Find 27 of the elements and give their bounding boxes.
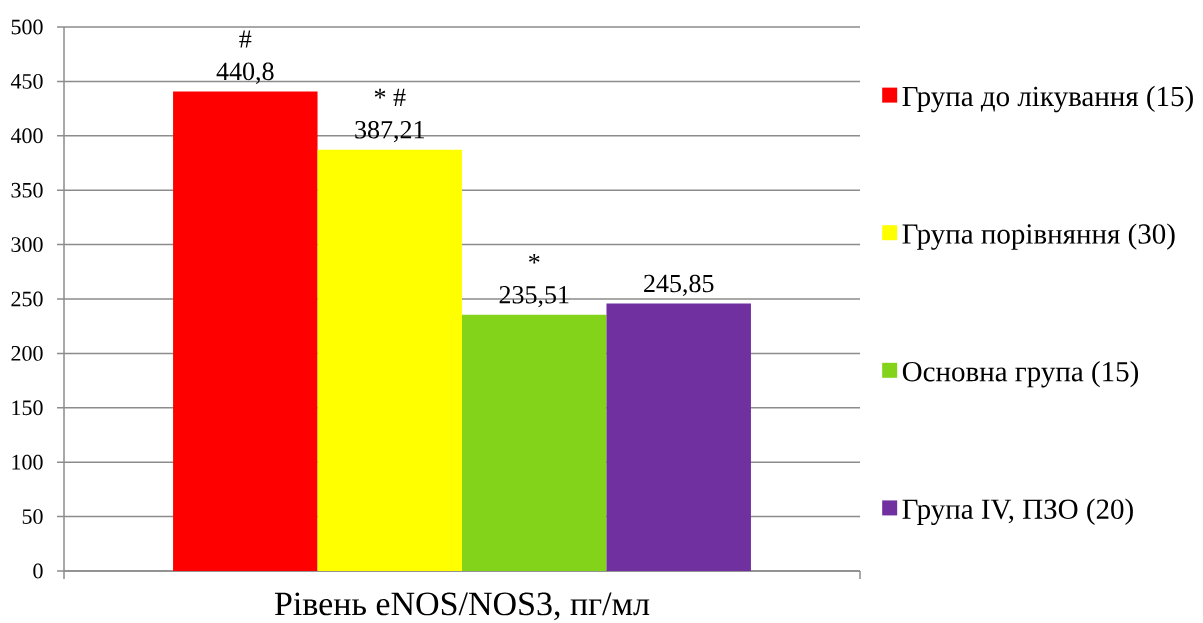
y-tick-label: 100 xyxy=(12,454,43,470)
x-tick-label: Рівень eNOS/NOS3, пг/мл xyxy=(274,592,650,621)
y-tick-label: 450 xyxy=(10,73,43,89)
y-tick-label: 300 xyxy=(11,237,43,253)
y-tick-label: 0 xyxy=(33,563,43,579)
y-tick-label: 250 xyxy=(11,291,43,307)
annotation: * # xyxy=(374,88,406,106)
y-tick-label: 150 xyxy=(12,400,43,416)
annotation: # xyxy=(239,30,252,48)
data-label: 235,51 xyxy=(499,286,569,308)
y-tick-label: 500 xyxy=(11,19,43,35)
bar xyxy=(462,314,607,571)
y-tick-label: 400 xyxy=(10,128,43,144)
legend-label: Група до лікування (15) xyxy=(902,85,1193,113)
bar xyxy=(173,91,318,571)
legend-label: Група порівняння (30) xyxy=(902,223,1175,250)
y-tick-label: 200 xyxy=(11,345,43,361)
annotation: * xyxy=(529,254,540,264)
y-tick-label: 350 xyxy=(11,182,43,198)
data-label: 245,85 xyxy=(644,274,714,296)
bar xyxy=(606,303,751,571)
data-label: 440,8 xyxy=(216,62,274,84)
legend-label: Група IV, ПЗО (20) xyxy=(902,498,1133,525)
data-label: 387,21 xyxy=(355,120,424,143)
y-tick-label: 50 xyxy=(22,509,43,525)
legend-label: Основна група (15) xyxy=(902,361,1139,388)
bar xyxy=(317,149,463,571)
